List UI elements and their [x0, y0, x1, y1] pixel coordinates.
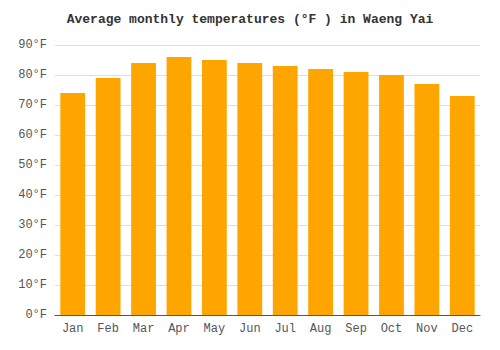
svg-text:Jul: Jul: [274, 322, 296, 336]
svg-text:70°F: 70°F: [18, 98, 47, 112]
svg-text:Oct: Oct: [381, 322, 403, 336]
svg-text:80°F: 80°F: [18, 68, 47, 82]
svg-text:Dec: Dec: [451, 322, 473, 336]
svg-text:30°F: 30°F: [18, 218, 47, 232]
svg-text:90°F: 90°F: [18, 38, 47, 52]
svg-text:Sep: Sep: [345, 322, 367, 336]
svg-text:Feb: Feb: [97, 322, 119, 336]
svg-text:Average monthly temperatures (: Average monthly temperatures (°F ) in Wa…: [67, 12, 434, 27]
svg-text:Mar: Mar: [133, 322, 155, 336]
svg-text:50°F: 50°F: [18, 158, 47, 172]
svg-text:20°F: 20°F: [18, 248, 47, 262]
svg-text:Jan: Jan: [62, 322, 84, 336]
svg-text:Apr: Apr: [168, 322, 190, 336]
svg-text:May: May: [204, 322, 226, 336]
svg-text:40°F: 40°F: [18, 188, 47, 202]
svg-text:10°F: 10°F: [18, 278, 47, 292]
svg-text:Aug: Aug: [310, 322, 332, 336]
svg-text:0°F: 0°F: [25, 308, 47, 322]
svg-text:Jun: Jun: [239, 322, 261, 336]
svg-text:Nov: Nov: [416, 322, 438, 336]
svg-text:60°F: 60°F: [18, 128, 47, 142]
